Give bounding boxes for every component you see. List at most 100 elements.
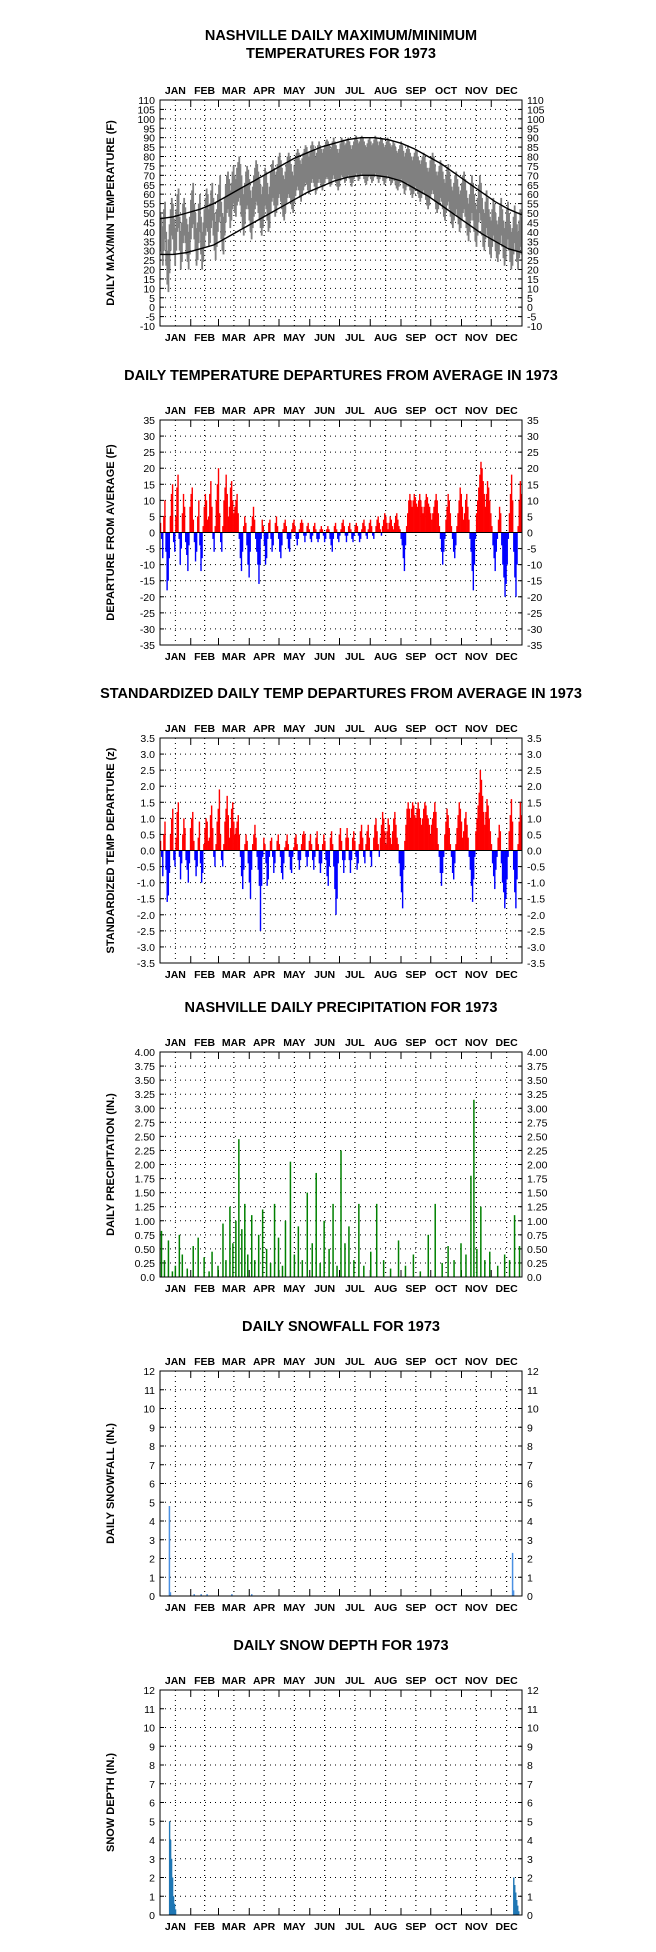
temp-bar [455, 171, 458, 210]
precip-bar [181, 1254, 184, 1277]
precip-bar [229, 1206, 231, 1277]
y-tick-left: 55 [143, 199, 155, 211]
bar-below [267, 850, 269, 880]
bar-below [330, 532, 332, 546]
bar-above [520, 815, 523, 851]
temp-bar [246, 165, 249, 206]
temp-bar [268, 186, 271, 229]
month-label-bottom: DEC [496, 1283, 519, 1295]
bar-below [281, 532, 283, 546]
y-tick-left: 3.0 [140, 749, 155, 761]
month-label-top: JUL [345, 1675, 365, 1687]
y-axis-label: DEPARTURE FROM AVERAGE (F) [105, 444, 117, 621]
precip-bar [311, 1243, 313, 1277]
temp-bar [312, 145, 315, 183]
bar-above [518, 500, 520, 533]
month-label-top: OCT [435, 85, 458, 97]
bar-below [323, 532, 326, 543]
bar-above [388, 522, 390, 533]
y-tick-right: 11 [527, 1704, 538, 1716]
bar-below [469, 850, 472, 870]
bar-below [513, 532, 515, 552]
snow-bar [512, 1590, 515, 1596]
bar-above [193, 840, 195, 851]
y-tick-left: 8 [149, 1441, 155, 1453]
temp-bar [409, 152, 412, 191]
bar-above [215, 844, 217, 851]
bar-below [451, 532, 454, 539]
temp-bar [330, 147, 333, 185]
temp-bar [225, 175, 228, 213]
temp-bar [284, 171, 287, 213]
temp-bar [513, 205, 516, 244]
departure-bars [159, 770, 523, 931]
y-tick-right: 6 [527, 1798, 533, 1810]
bar-above [381, 526, 384, 533]
bar-below [468, 850, 470, 857]
bar-above [342, 519, 344, 533]
temp-bar [256, 164, 259, 206]
temp-bar [451, 190, 454, 229]
temp-bar [279, 160, 282, 202]
y-tick-left: 2 [149, 1554, 155, 1566]
bar-above [482, 481, 484, 533]
bar-above [299, 522, 302, 533]
month-label-top: FEB [194, 85, 215, 97]
bar-below [325, 850, 327, 861]
precip-bar [178, 1234, 181, 1277]
snow-bar [193, 1594, 195, 1596]
bar-above [481, 795, 484, 851]
month-label-bottom: OCT [435, 332, 458, 344]
bar-above [215, 500, 218, 533]
bar-below [336, 850, 338, 899]
y-tick-right: 25 [527, 447, 539, 459]
bar-above [392, 529, 395, 533]
y-tick-right: 75 [527, 161, 539, 173]
month-label-bottom: OCT [435, 969, 458, 981]
month-label-bottom: MAR [222, 332, 246, 344]
temp-bar [457, 186, 460, 225]
precip-bar [353, 1260, 355, 1277]
bar-above [396, 513, 398, 533]
precip-bar [171, 1271, 174, 1277]
bar-above [204, 493, 207, 533]
temp-bar [428, 167, 431, 206]
bar-above [236, 821, 238, 851]
bar-above [433, 506, 435, 533]
bar-above [359, 831, 362, 851]
bar-above [159, 840, 162, 851]
bar-above [175, 837, 177, 851]
bar-above [464, 818, 466, 851]
bar-above [394, 516, 397, 533]
month-label-top: JUN [314, 1675, 335, 1687]
bar-below [496, 532, 499, 539]
bar-below [373, 532, 375, 539]
bar-above [255, 837, 257, 851]
bar-below [352, 532, 354, 543]
bar-above [302, 522, 304, 533]
month-label-top: MAR [222, 1356, 246, 1368]
bar-above [509, 815, 512, 851]
y-tick-right: 95 [527, 123, 539, 135]
bar-above [433, 811, 435, 851]
bar-above [253, 519, 256, 533]
temp-bar [206, 194, 209, 232]
bar-below [213, 850, 215, 857]
precip-bar [412, 1254, 415, 1277]
bar-below [515, 850, 517, 909]
bar-above [408, 500, 410, 533]
chart-title: NASHVILLE DAILY MAXIMUM/MINIMUM [205, 28, 477, 44]
temp-bar [427, 171, 430, 210]
bar-above [275, 516, 278, 533]
precip-bar [503, 1254, 506, 1277]
month-label-bottom: OCT [435, 1283, 458, 1295]
bar-below [491, 850, 494, 864]
bar-below [220, 532, 222, 543]
y-tick-right: 3.00 [527, 1103, 548, 1115]
temp-bar [186, 224, 189, 262]
bar-below [180, 850, 183, 864]
temp-bar [308, 156, 310, 195]
y-tick-right: -30 [527, 624, 542, 636]
temp-bar [419, 164, 422, 202]
temp-bar [395, 150, 398, 189]
